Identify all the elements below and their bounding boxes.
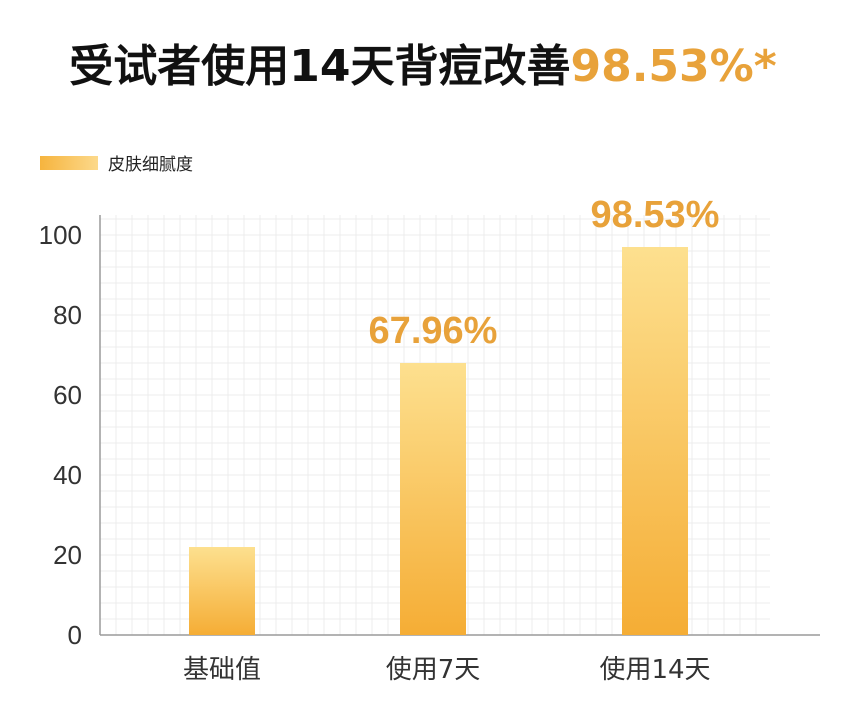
legend: 皮肤细腻度 xyxy=(40,150,193,175)
labels: 0 20 40 60 80 100 基础值 使用7天 67.96% 使用14天 98.53% xyxy=(39,194,720,685)
title-highlight: 98.53%* xyxy=(570,41,777,92)
x-tick-label: 基础值 xyxy=(183,655,261,685)
y-tick-label: 100 xyxy=(39,220,82,250)
title-main: 受试者使用14天背痘改善 xyxy=(69,41,571,92)
y-tick-label: 60 xyxy=(53,380,82,410)
data-label: 67.96% xyxy=(369,310,498,352)
legend-swatch xyxy=(40,155,98,170)
bar xyxy=(622,247,688,635)
bars xyxy=(189,247,688,635)
bar xyxy=(400,363,466,635)
y-tick-label: 20 xyxy=(53,540,82,570)
legend-label: 皮肤细腻度 xyxy=(108,155,193,175)
chart-title: 受试者使用14天背痘改善98.53%* xyxy=(0,30,846,94)
x-tick-label: 使用14天 xyxy=(599,655,710,685)
y-tick-label: 40 xyxy=(53,460,82,490)
y-tick-label: 80 xyxy=(53,300,82,330)
bar xyxy=(189,547,255,635)
data-label: 98.53% xyxy=(591,194,720,236)
y-tick-label: 0 xyxy=(68,620,82,650)
x-tick-label: 使用7天 xyxy=(386,655,481,685)
